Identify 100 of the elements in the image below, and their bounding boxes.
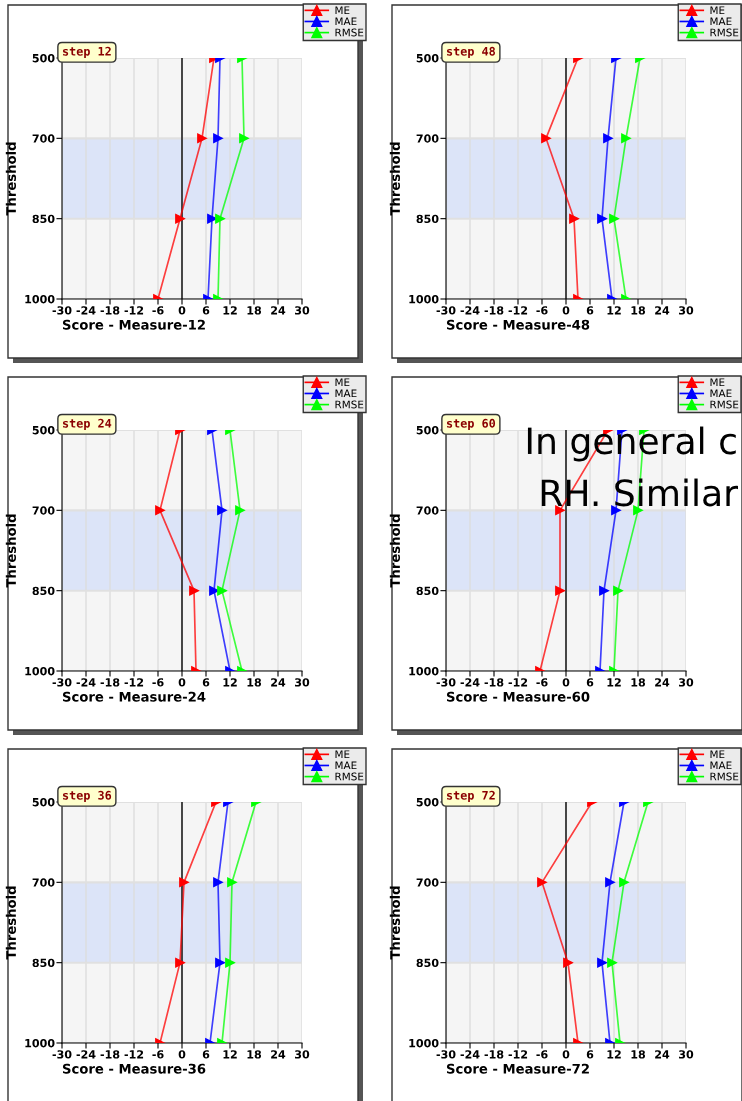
y-tick-label: 700 — [32, 134, 55, 143]
chart-title: step 48 — [446, 46, 496, 58]
y-tick-label: 1000 — [409, 1038, 439, 1048]
x-tick-label: -6 — [152, 678, 164, 687]
x-tick-label: -24 — [460, 1050, 480, 1059]
x-tick-label: -6 — [536, 1050, 548, 1059]
x-tick-label: 0 — [178, 306, 186, 315]
x-tick-label: 6 — [202, 1050, 210, 1059]
x-tick-label: 24 — [271, 306, 286, 315]
x-axis-title: Score - Measure-36 — [62, 1063, 206, 1074]
x-tick-label: 6 — [202, 678, 210, 687]
legend-label: RMSE — [710, 28, 739, 37]
x-axis-title: Score - Measure-48 — [446, 319, 590, 330]
y-tick-label: 1000 — [409, 666, 439, 676]
legend-label: ME — [710, 6, 725, 14]
x-tick-label: -12 — [124, 1050, 144, 1059]
legend-label: RMSE — [335, 28, 364, 37]
x-tick-label: -24 — [460, 306, 480, 315]
x-tick-label: 18 — [631, 1050, 646, 1059]
x-tick-label: 24 — [271, 1050, 286, 1059]
y-axis-title: Threshold — [5, 142, 17, 216]
x-tick-label: 12 — [607, 1050, 621, 1059]
x-tick-label: -30 — [52, 1050, 72, 1059]
x-tick-label: 0 — [562, 1050, 570, 1059]
chart-title: step 60 — [446, 418, 496, 430]
x-tick-label: 12 — [223, 678, 237, 687]
legend-label: MAE — [335, 761, 357, 770]
x-tick-label: 6 — [202, 306, 210, 315]
y-tick-label: 700 — [416, 878, 439, 887]
y-tick-label: 850 — [32, 958, 55, 968]
x-tick-label: 6 — [586, 306, 594, 315]
x-tick-label: -6 — [536, 678, 548, 687]
x-tick-label: 18 — [247, 306, 262, 315]
legend-label: ME — [335, 378, 350, 386]
legend-label: RMSE — [335, 400, 364, 409]
x-tick-label: 6 — [586, 678, 594, 687]
x-tick-label: 0 — [178, 678, 186, 687]
y-axis-title: Threshold — [5, 886, 17, 960]
x-tick-label: 0 — [562, 678, 570, 687]
x-axis-title: Score - Measure-24 — [62, 691, 206, 702]
y-tick-label: 500 — [32, 53, 55, 63]
y-tick-label: 850 — [416, 214, 439, 224]
y-tick-label: 500 — [416, 53, 439, 63]
x-tick-label: 24 — [655, 1050, 670, 1059]
x-tick-label: -18 — [484, 306, 504, 315]
y-tick-label: 1000 — [25, 666, 55, 676]
x-tick-label: -12 — [508, 678, 528, 687]
x-tick-label: -12 — [124, 306, 144, 315]
y-tick-label: 850 — [32, 214, 55, 224]
x-tick-label: 18 — [247, 678, 262, 687]
legend-label: RMSE — [710, 400, 739, 409]
x-tick-label: -30 — [436, 1050, 456, 1059]
y-tick-label: 500 — [416, 425, 439, 435]
y-tick-label: 1000 — [25, 1038, 55, 1048]
x-tick-label: -24 — [76, 306, 96, 315]
y-tick-label: 1000 — [25, 294, 55, 304]
legend-label: ME — [710, 750, 725, 758]
x-tick-label: -12 — [508, 1050, 528, 1059]
y-tick-label: 500 — [416, 797, 439, 807]
y-axis-title: Threshold — [389, 514, 401, 588]
chart-title: step 12 — [62, 46, 111, 58]
x-tick-label: -12 — [508, 306, 528, 315]
x-axis-title: Score - Measure-60 — [446, 691, 590, 702]
x-tick-label: -6 — [152, 1050, 164, 1059]
y-tick-label: 700 — [416, 506, 439, 515]
y-tick-label: 850 — [416, 586, 439, 596]
legend-label: MAE — [710, 389, 732, 398]
x-tick-label: 30 — [679, 306, 694, 315]
x-tick-label: 12 — [223, 1050, 237, 1059]
y-axis-title: Threshold — [5, 514, 17, 588]
x-tick-label: -30 — [436, 678, 456, 687]
x-tick-label: -30 — [436, 306, 456, 315]
x-tick-label: -6 — [152, 306, 164, 315]
legend-label: MAE — [710, 17, 732, 26]
x-tick-label: 24 — [655, 678, 670, 687]
y-axis-title: Threshold — [389, 886, 401, 960]
x-tick-label: -12 — [124, 678, 144, 687]
legend-label: MAE — [710, 761, 732, 770]
x-axis-title: Score - Measure-72 — [446, 1063, 589, 1074]
legend-label: RMSE — [335, 772, 364, 781]
x-tick-label: 30 — [679, 678, 694, 687]
x-tick-label: 18 — [631, 306, 646, 315]
x-tick-label: 6 — [586, 1050, 594, 1059]
y-tick-label: 700 — [32, 506, 55, 515]
x-tick-label: 24 — [271, 678, 286, 687]
x-tick-label: 0 — [562, 306, 570, 315]
chart-title: step 36 — [62, 790, 112, 802]
chart-title: step 24 — [62, 418, 112, 430]
x-tick-label: 18 — [247, 1050, 262, 1059]
y-tick-label: 700 — [32, 878, 55, 887]
x-tick-label: -6 — [536, 306, 548, 315]
legend-label: RMSE — [710, 772, 739, 781]
legend-label: ME — [335, 6, 350, 14]
x-tick-label: -30 — [52, 306, 72, 315]
legend-label: ME — [335, 750, 350, 758]
x-tick-label: -24 — [460, 678, 480, 687]
x-tick-label: -18 — [100, 1050, 120, 1059]
x-axis-title: Score - Measure-12 — [62, 319, 205, 330]
x-tick-label: -24 — [76, 678, 96, 687]
y-tick-label: 850 — [416, 958, 439, 968]
